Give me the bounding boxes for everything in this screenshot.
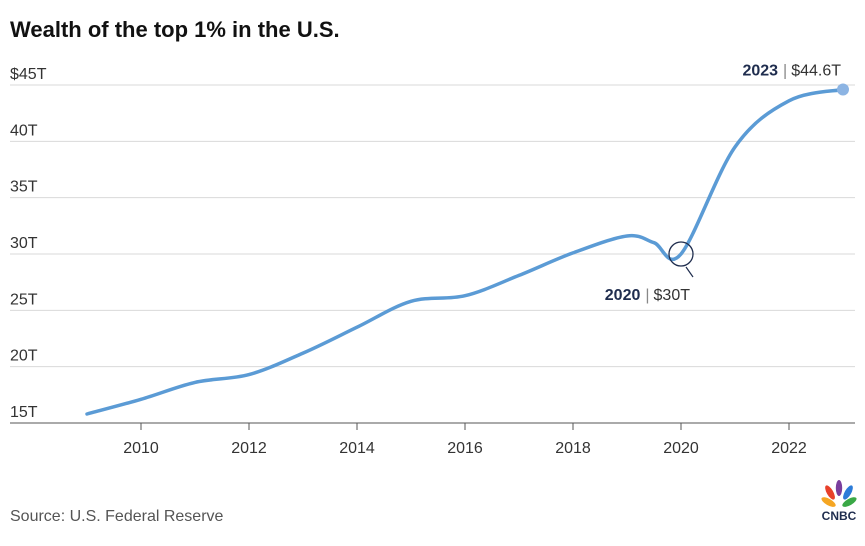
y-axis-labels: $45T 40T 35T 30T 25T 20T 15T (10, 66, 47, 421)
annotation-value: $44.6T (791, 63, 841, 80)
annotation-label: 2023 | $44.6T (742, 63, 841, 80)
x-tick-label: 2018 (555, 440, 591, 457)
series-layer (85, 87, 845, 416)
y-tick-label: 20T (10, 348, 38, 365)
y-tick-label: 30T (10, 235, 38, 252)
y-tick-label: 40T (10, 122, 38, 139)
x-axis: 2010 2012 2014 2016 2018 2020 2022 (10, 422, 855, 457)
y-tick-label: 25T (10, 291, 38, 308)
leader-line (685, 266, 694, 278)
annotation-year: 2023 (742, 63, 778, 80)
annotation-label: 2020 | $30T (605, 287, 690, 304)
annotation-value: $30T (654, 287, 691, 304)
gridlines (10, 84, 855, 424)
y-tick-label: 35T (10, 179, 38, 196)
x-tick-label: 2022 (771, 440, 807, 457)
annotation-separator: | (645, 287, 649, 304)
y-tick-label: $45T (10, 66, 47, 83)
peacock-icon (821, 480, 857, 507)
x-tick-label: 2010 (123, 440, 159, 457)
x-tick-label: 2012 (231, 440, 267, 457)
endpoint-dot (837, 83, 849, 96)
highlight-circle (668, 241, 694, 267)
annotation-separator: | (783, 63, 787, 80)
source-note: Source: U.S. Federal Reserve (10, 508, 224, 525)
x-tick-label: 2014 (339, 440, 375, 457)
logo-text: CNBC (822, 509, 857, 523)
x-tick-label: 2016 (447, 440, 483, 457)
cnbc-logo: CNBC (821, 480, 857, 523)
annotation-year: 2020 (605, 287, 641, 304)
y-tick-label: 15T (10, 404, 38, 421)
x-tick-label: 2020 (663, 440, 699, 457)
chart-title: Wealth of the top 1% in the U.S. (10, 17, 340, 42)
series-line (85, 87, 845, 416)
